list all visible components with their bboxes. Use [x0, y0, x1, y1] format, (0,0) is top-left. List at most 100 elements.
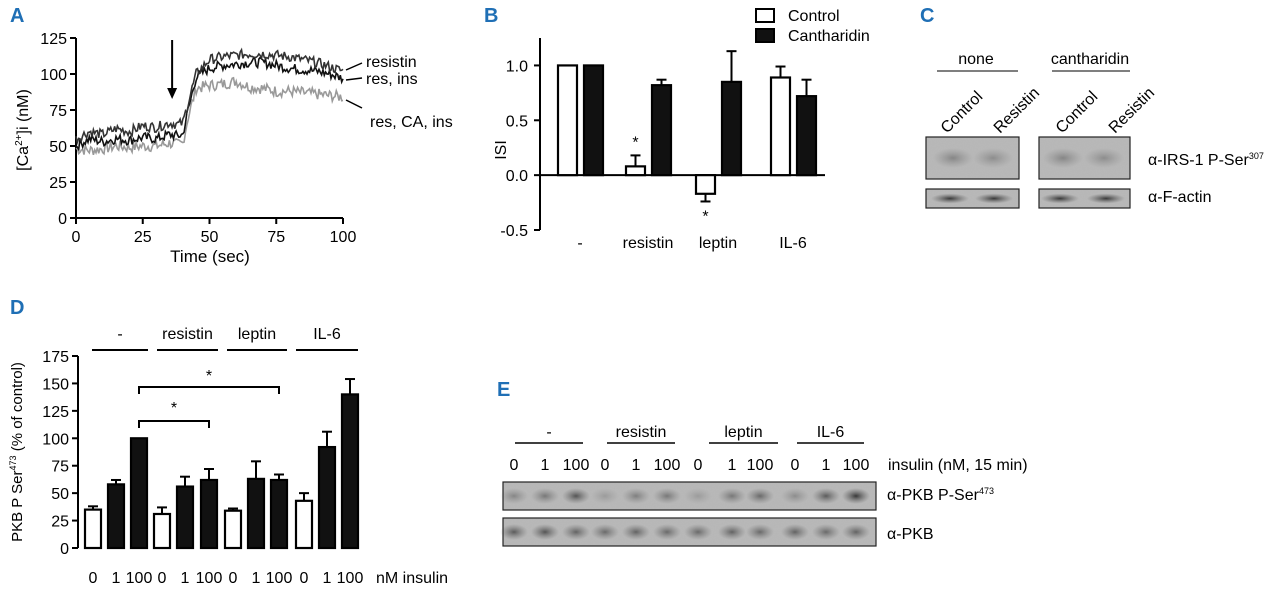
panel-a-series-line-1 — [75, 55, 344, 152]
panel-c-row-label-irs1-text: α-IRS-1 P-Ser — [1148, 152, 1249, 169]
panel-e-lane-label: 0 — [791, 457, 800, 474]
panel-b-bar — [694, 174, 717, 195]
blot-band — [781, 524, 809, 540]
panel-a-xtick-label: 100 — [330, 229, 357, 246]
blot-band — [812, 488, 840, 504]
panel-a-label-resistin: resistin — [366, 54, 417, 71]
panel-d-xlabel: nM insulin — [376, 570, 448, 587]
panel-b-ytick-label: -0.5 — [500, 223, 528, 240]
panel-b-category-label: leptin — [699, 235, 737, 252]
blot-band — [718, 524, 746, 540]
panel-e-row-label-pkb-p-text: α-PKB P-Ser — [887, 487, 980, 504]
panel-e-blot: - resistin leptin IL-6 0 1 100 0 1 100 0 1 100 0 1 100 i… — [500, 424, 1028, 547]
panel-b-letter: B — [484, 5, 498, 27]
panel-d-letter: D — [10, 297, 24, 319]
panel-d-bar — [129, 437, 149, 550]
panel-a-xtick-label: 50 — [201, 229, 219, 246]
panel-d-xtick-label: 100 — [126, 570, 153, 587]
blot-band — [500, 524, 528, 540]
panel-d-bar — [83, 508, 103, 550]
panel-d-ytick-label: 25 — [51, 514, 69, 531]
panel-c-blot-irs1-a — [925, 136, 1020, 180]
panel-c-row-label-actin: α-F-actin — [1148, 189, 1211, 206]
panel-d-ytick-label: 100 — [42, 431, 69, 448]
panel-a-ytick-label: 50 — [49, 139, 67, 156]
panel-b-ytick-label: 0.5 — [506, 113, 528, 130]
blot-band — [622, 524, 650, 540]
panel-d-bar — [294, 499, 314, 550]
panel-d-bar — [269, 478, 289, 550]
panel-d-bar — [246, 477, 266, 550]
panel-c-lane-label: Control — [1053, 88, 1101, 136]
panel-c-row-label-irs1: α-IRS-1 P-Ser307 — [1148, 151, 1264, 169]
panel-e-lane-label: 0 — [601, 457, 610, 474]
panel-e-lane-label: 100 — [563, 457, 590, 474]
panel-d-xtick-label: 0 — [229, 570, 238, 587]
panel-d-xtick-label: 100 — [266, 570, 293, 587]
panel-e-row-label-pkb-p: α-PKB P-Ser473 — [887, 486, 994, 504]
panel-d-bracket-leptin — [138, 386, 280, 394]
panel-d-ytick-label: 125 — [42, 404, 69, 421]
panel-d-xtick-label: 1 — [252, 570, 261, 587]
panel-e-group-label: leptin — [724, 424, 762, 441]
panel-b: B -0.5 0.0 0.5 1.0 - resistin * leptin * IL-6 ISI… — [484, 5, 870, 252]
panel-e-lane-label: 1 — [728, 457, 737, 474]
panel-b-bar — [582, 64, 605, 177]
panel-b-significance: * — [702, 208, 708, 225]
panel-b-ytick-label: 1.0 — [506, 58, 528, 75]
panel-b-legend-swatch — [755, 8, 775, 23]
panel-d-bar — [199, 478, 219, 550]
blot-band — [531, 524, 559, 540]
blot-band — [781, 488, 809, 504]
panel-d-ytick-label: 75 — [51, 459, 69, 476]
panel-c-blot-actin-b — [1038, 188, 1131, 209]
panel-d-group-label: resistin — [162, 326, 213, 343]
panel-b-significance: * — [632, 134, 638, 151]
panel-c-lane-label: Control — [938, 88, 986, 136]
blot-band — [622, 488, 650, 504]
panel-d-bar — [175, 485, 195, 550]
panel-a-xtick-label: 0 — [72, 229, 81, 246]
panel-d-xtick-label: 0 — [300, 570, 309, 587]
panel-e-blot-pkb — [500, 517, 877, 547]
panel-d-xtick-label: 100 — [196, 570, 223, 587]
panel-e: E - resistin leptin IL-6 0 1 100 0 1 100 0 1 100 0 1 10… — [497, 379, 1028, 547]
panel-d-bar — [340, 393, 360, 550]
panel-a-series-line-2 — [75, 76, 344, 156]
panel-d-ylabel: PKB P Ser473 (% of control) — [8, 362, 26, 542]
panel-d-xtick-label: 0 — [89, 570, 98, 587]
panel-c-row-label-irs1-sup: 307 — [1249, 151, 1264, 161]
panel-a-label-res-ca-ins: res, CA, ins — [370, 114, 453, 131]
blot-band — [653, 524, 681, 540]
blot-band — [1084, 148, 1124, 168]
blot-band — [746, 524, 774, 540]
panel-e-group-label: IL-6 — [817, 424, 845, 441]
blot-band — [973, 148, 1013, 168]
panel-e-lane-label: 100 — [654, 457, 681, 474]
blot-band — [1087, 193, 1125, 204]
blot-band — [718, 488, 746, 504]
panel-c-lane-label: Resistin — [1106, 85, 1158, 137]
panel-d-ytick-label: 0 — [60, 541, 69, 558]
panel-d-bar — [152, 512, 172, 550]
panel-a-leader-res-ins — [345, 77, 363, 81]
blot-band — [591, 488, 619, 504]
panel-e-lane-label: 100 — [843, 457, 870, 474]
panel-d-xtick-label: 100 — [337, 570, 364, 587]
panel-a-letter: A — [10, 5, 24, 27]
panel-a-leader-res-ca-ins — [345, 99, 363, 109]
panel-d-xtick-label: 0 — [158, 570, 167, 587]
blot-band — [931, 193, 969, 204]
panel-a-xtick-label: 25 — [134, 229, 152, 246]
panel-e-letter: E — [497, 379, 510, 401]
panel-b-category-label: resistin — [623, 235, 674, 252]
panel-e-row-label-pkb-p-sup: 473 — [979, 486, 994, 496]
panel-e-lane-label: 0 — [510, 457, 519, 474]
panel-d-xtick-label: 1 — [323, 570, 332, 587]
panel-b-bar — [795, 95, 818, 177]
blot-band — [746, 488, 774, 504]
